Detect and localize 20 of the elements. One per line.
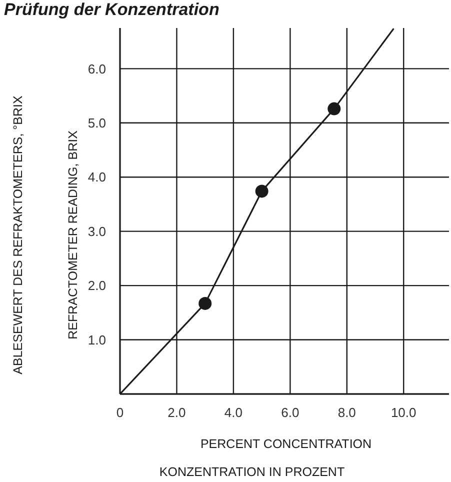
- point: [198, 296, 212, 310]
- point: [328, 102, 341, 116]
- y-tick-label: 2.0: [88, 278, 106, 294]
- y-tick-label: 1.0: [88, 332, 106, 348]
- chart-title: Prüfung der Konzentration: [4, 0, 220, 20]
- x-tick-label: 0: [116, 405, 124, 420]
- text: PERCENT CONCENTRATION: [200, 437, 372, 451]
- x-tick-label: 4.0: [224, 405, 242, 420]
- x-tick-label: 8.0: [338, 405, 356, 420]
- y-tick-label: 6.0: [88, 61, 106, 76]
- y-tick-label: 4.0: [88, 170, 106, 185]
- point: [255, 184, 268, 198]
- text: REFRACTOMETER READING, BRIX: [66, 130, 80, 340]
- y-tick-label: 3.0: [88, 224, 106, 239]
- text: KONZENTRATION IN PROZENT: [159, 465, 345, 479]
- x-tick-label: 10.0: [390, 405, 416, 420]
- y-tick-label: 5.0: [88, 116, 106, 131]
- x-tick-label: 6.0: [281, 405, 300, 420]
- text: ABLESEWERT DES REFRAKTOMETERS, °BRIX: [11, 96, 25, 374]
- x-tick-label: 2.0: [168, 405, 186, 420]
